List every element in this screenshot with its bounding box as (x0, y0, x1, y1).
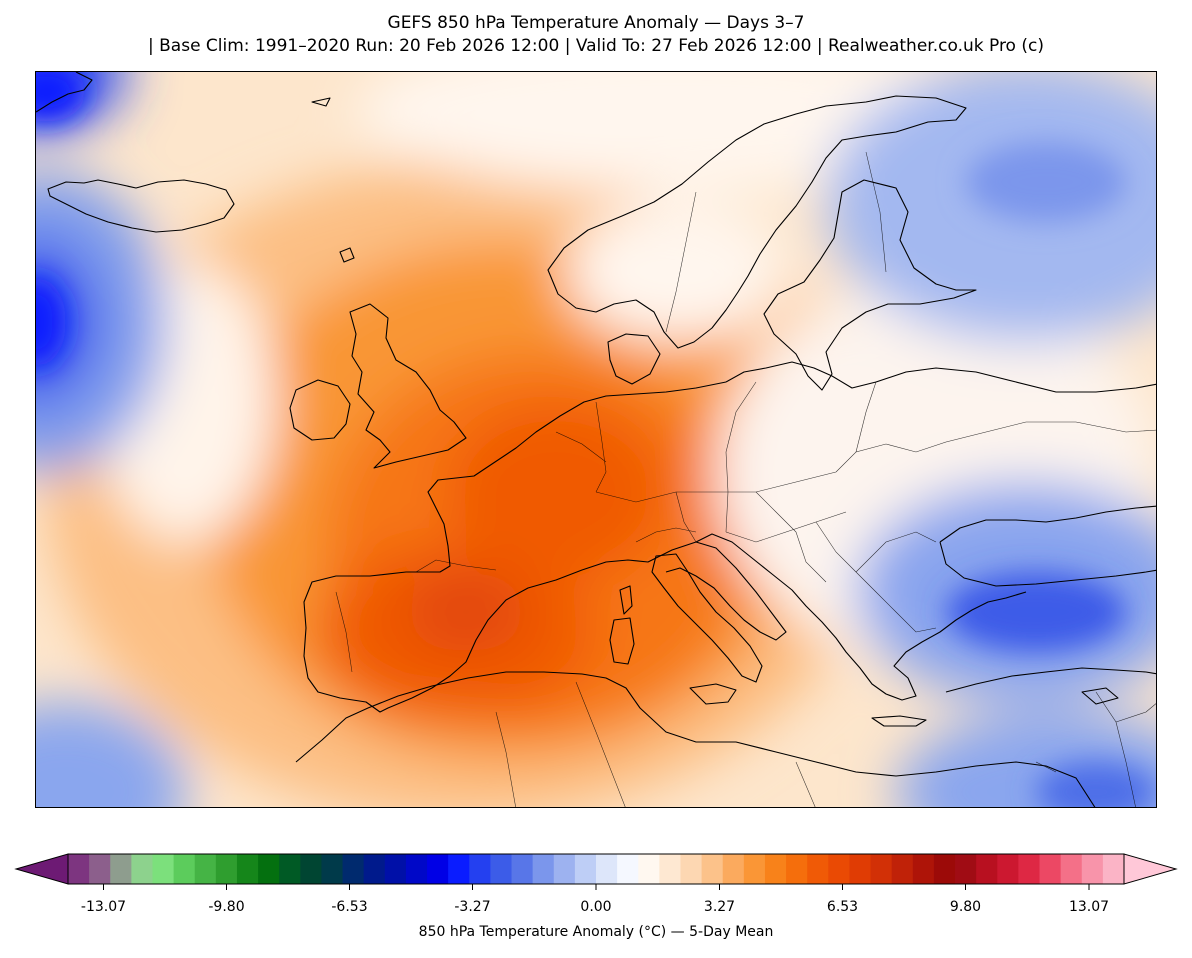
coastline-black-sea (939, 505, 1156, 587)
coastline-faroe (339, 247, 355, 263)
colorbar-bin (680, 854, 703, 884)
colorbar-bin (363, 854, 386, 884)
cold-anomaly-atlantic (36, 172, 166, 472)
colorbar-bin (342, 854, 365, 884)
coastline-adriatic-balkans (695, 533, 1027, 701)
cold-core-russia (966, 142, 1126, 222)
colorbar-tick-label: 3.27 (703, 899, 736, 915)
colorbar-bin (173, 854, 196, 884)
coastline-finland-baltic (763, 179, 977, 391)
colorbar-bin (828, 854, 851, 884)
border-set (335, 151, 1156, 807)
colorbar-bin (617, 854, 639, 884)
colorbar-bin (659, 854, 682, 884)
colorbar-bin (194, 854, 217, 884)
colorbar-bin (976, 854, 998, 884)
colorbar-bin (870, 854, 893, 884)
colorbar-bin (511, 854, 534, 884)
coastline-italy (651, 553, 763, 683)
coastline-denmark (607, 333, 661, 385)
colorbar-tick-label: 13.07 (1068, 899, 1110, 915)
colorbar-bin (722, 854, 745, 884)
colorbar-bin (236, 854, 259, 884)
colorbar-bin (1081, 854, 1104, 884)
colorbar-bin (68, 854, 90, 884)
colorbar-bin (258, 854, 280, 884)
colorbar-bin (279, 854, 301, 884)
colorbar-bin (110, 854, 132, 884)
colorbar-bin (321, 854, 344, 884)
cold-core-atlantic (36, 277, 66, 367)
colorbar-bin (215, 854, 238, 884)
neutral-zone-scandinavia (566, 202, 786, 342)
coastline-svalbard (311, 97, 331, 107)
colorbar-extend-right-arrow (1123, 853, 1178, 885)
colorbar-bin (1060, 854, 1083, 884)
coastline-continent-north (725, 361, 1156, 393)
warm-anomaly-peak (406, 572, 526, 652)
coastline-great-britain (349, 303, 467, 469)
colorbar-bin (786, 854, 808, 884)
warm-anomaly-core-france (446, 402, 666, 582)
cold-anomaly-southwest (36, 702, 186, 807)
colorbar-bin (427, 854, 449, 884)
cold-core-levant (1036, 762, 1156, 807)
colorbar-bin (532, 854, 555, 884)
coastline-corsica (619, 585, 633, 615)
colorbar-bin (152, 854, 175, 884)
colorbar-bin (384, 854, 407, 884)
anomaly-map (35, 71, 1157, 808)
colorbar-bin (469, 854, 491, 884)
cold-core-turkey (946, 572, 1126, 652)
colorbar-tick-label: -6.53 (331, 899, 368, 915)
coastline-north-africa (295, 671, 1096, 807)
colorbar-bin (89, 854, 111, 884)
coastline-crete (871, 715, 927, 727)
colorbar-bin (955, 854, 977, 884)
colorbar-bin (405, 854, 428, 884)
colorbar-bin (997, 854, 1019, 884)
map-subtitle: | Base Clim: 1991–2020 Run: 20 Feb 2026 … (148, 36, 1044, 56)
colorbar-bin (553, 854, 576, 884)
colorbar-bin (131, 854, 154, 884)
colorbar-label: 850 hPa Temperature Anomaly (°C) — 5-Day… (418, 924, 774, 940)
coastline-scandinavia (547, 95, 967, 349)
colorbar-tick-label: -9.80 (208, 899, 245, 915)
colorbar-bin (1039, 854, 1062, 884)
colorbar-bin (764, 854, 787, 884)
coastline-ireland (289, 379, 351, 441)
coastline-sardinia (609, 617, 635, 665)
colorbar-bin (743, 854, 766, 884)
colorbar-bin (891, 854, 914, 884)
colorbar-bin (1018, 854, 1041, 884)
colorbar-bin (638, 854, 660, 884)
colorbar (14, 853, 1178, 890)
colorbar-bin (912, 854, 935, 884)
colorbar-bin (300, 854, 323, 884)
coastline-west-europe (303, 381, 787, 713)
colorbar-bin (1102, 854, 1125, 884)
coastline-cyprus (1081, 687, 1119, 705)
colorbar-tick-label: 9.80 (949, 899, 982, 915)
colorbar-bin (574, 854, 597, 884)
colorbar-tick-label: -3.27 (454, 899, 491, 915)
coastline-sicily (689, 683, 737, 705)
colorbar-bin (701, 854, 724, 884)
coastline-greenland (36, 72, 93, 113)
colorbar-bin (490, 854, 513, 884)
colorbar-tick-label: 0.00 (580, 899, 612, 915)
map-title: GEFS 850 hPa Temperature Anomaly — Days … (387, 13, 805, 33)
colorbar-bin (596, 854, 618, 884)
colorbar-bin (849, 854, 872, 884)
colorbar-bin (933, 854, 956, 884)
coastline-turkey-south (945, 667, 1156, 693)
colorbar-tick-label: 6.53 (826, 899, 859, 915)
colorbar-extend-left-arrow (14, 853, 69, 885)
colorbar-bin (448, 854, 470, 884)
colorbar-tick-label: -13.07 (80, 899, 127, 915)
colorbar-bin (807, 854, 829, 884)
coastline-iceland (47, 179, 235, 233)
